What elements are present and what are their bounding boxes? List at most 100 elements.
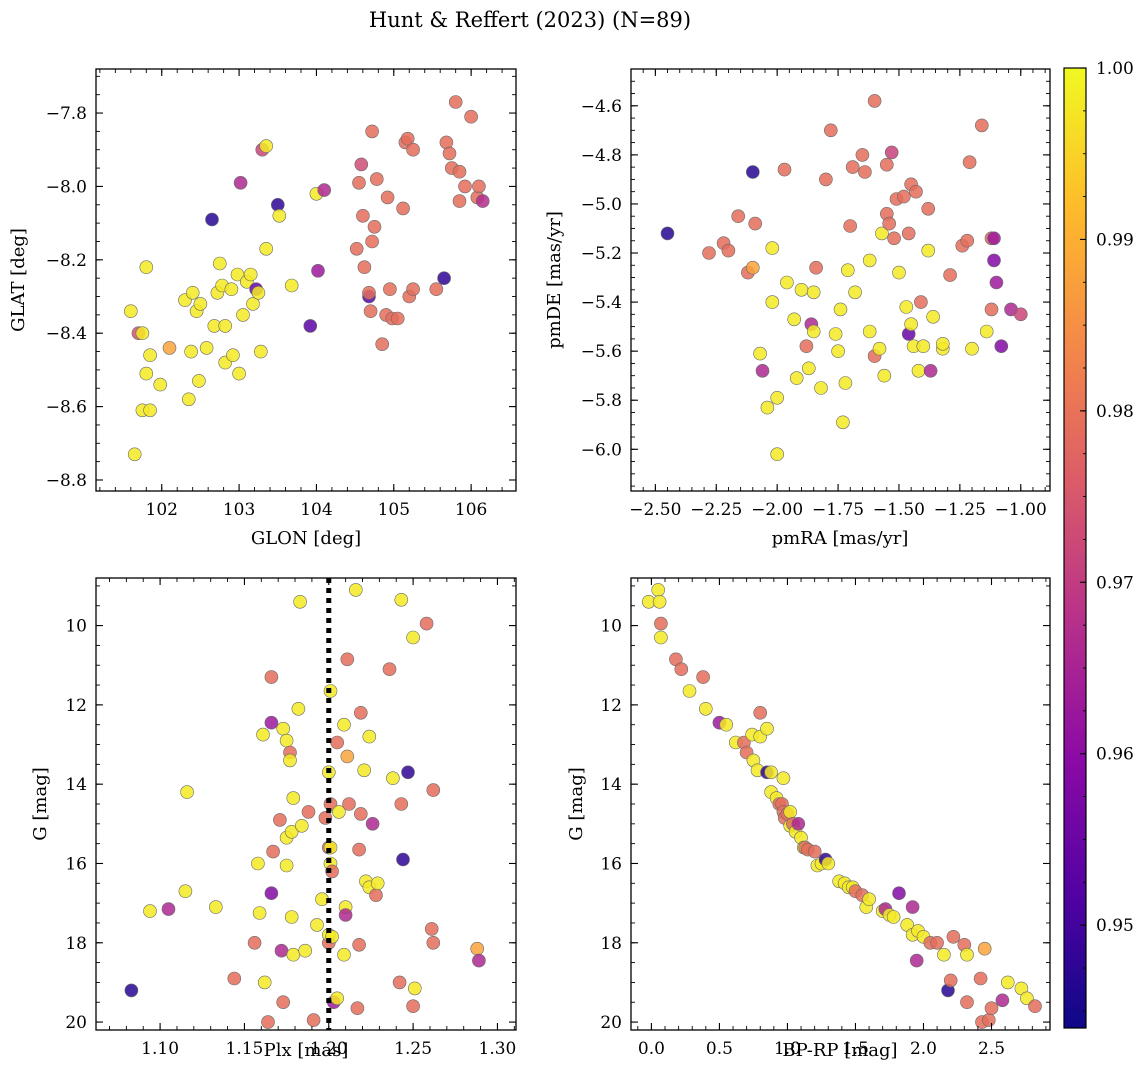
plx-g-point [273,813,287,827]
ytick-label-m4p6: −4.6 [581,97,622,117]
ytick-label-18: 18 [600,934,622,954]
bprp-g-frame [630,577,1051,1031]
glon-glat-point [437,271,451,286]
glon-glat-point [224,282,239,297]
glon-glat-point [383,282,397,297]
glon-glat-point [365,124,379,139]
plx-g-point [291,701,306,716]
bprp-g-point [892,886,906,901]
pmra-pmde-point [731,209,746,223]
ytick-label-m5p8: −5.8 [581,391,622,411]
glon-glat-point [367,220,382,234]
plx-g-point [256,727,270,742]
colorbar-tick-label-0p98: 0.98 [1096,402,1134,422]
glon-glat-point [390,311,405,326]
glon-glat-point [236,308,250,322]
pmra-pmde-point [862,324,877,339]
bprp-g-point [1028,999,1042,1014]
plx-g-point [294,818,309,833]
bprp-g-point [1000,975,1015,990]
plx-g-point [470,941,485,956]
pmra-pmde-point [806,324,821,339]
glon-glat-point [429,282,444,297]
glon-glat-point [362,285,376,300]
plx-g-point [264,715,279,730]
plx-g-point [394,797,409,811]
glon-glat-point [143,403,157,418]
xtick-label-1p1: 1.10 [141,1039,179,1059]
pmra-pmde-point [921,243,936,258]
plx-g-point [407,981,422,996]
ytick-label-20: 20 [600,1013,622,1033]
bprp-g-point [943,973,958,988]
bprp-g-point [984,1001,999,1016]
xtick-label-103: 103 [223,500,255,520]
glon-glat-point [135,326,150,341]
pmra-pmde-point [875,226,889,241]
plx-g-xlabel: Plx [mas] [264,1040,349,1061]
pmra-pmde-point [965,341,979,356]
glon-glat-point [317,183,332,197]
plx-g-point [472,953,486,968]
plx-g-point [279,733,294,748]
pmra-pmde-point [984,302,999,317]
xtick-label-m1: −1.00 [995,500,1047,520]
ytick-label-m7p8: −7.8 [46,104,87,124]
xtick-label-2p5: 2.5 [978,1039,1005,1059]
xtick-label-0: 0.0 [638,1039,665,1059]
xtick-label-1: 1.0 [774,1039,801,1059]
xtick-label-102: 102 [146,500,178,520]
pmra-pmde-point [877,368,892,383]
pmra-pmde-point [899,300,914,314]
glon-glat-point [375,337,390,352]
bprp-g-point [937,947,951,962]
bprp-g-point [652,594,667,609]
colorbar-ticks: 0.95 0.96 0.97 0.98 0.99 1.00 [1080,59,1134,1012]
bprp-g-points [641,583,1042,1029]
pmra-pmde-point [989,275,1004,290]
plx-g-points [124,583,486,1029]
pmra-pmde-point [660,226,675,241]
xtick-label-m2p25: −2.25 [690,500,742,520]
xtick-label-105: 105 [378,500,410,520]
pmra-pmde-point [789,371,804,385]
plx-g-point [264,670,279,684]
pmra-pmde-point [814,381,828,395]
pmra-pmde-point [892,265,906,280]
xtick-label-m1p25: −1.25 [934,500,986,520]
plx-g-point [338,908,353,922]
pmra-pmde-point [896,189,911,204]
glon-glat-point [352,176,366,190]
pmra-pmde-point [884,145,899,160]
ytick-label-16: 16 [65,854,87,874]
ytick-label-14: 14 [65,775,87,795]
bprp-g-point [995,993,1010,1008]
xtick-label-106: 106 [455,500,487,520]
ytick-label-10: 10 [600,617,622,637]
plx-g-point [310,918,324,932]
glon-glat-point [162,341,177,355]
plx-g-point [419,616,434,631]
xtick-label-2: 2.0 [910,1039,937,1059]
pmra-pmde-ylabel: pmDE [mas/yr] [544,211,565,349]
plx-g-point [124,983,139,998]
ytick-label-14: 14 [600,775,622,795]
pmra-pmde-point [831,344,845,359]
ytick-label-m8p2: −8.2 [46,251,87,271]
pmra-pmde-point [962,155,977,169]
plx-g-point [143,904,157,918]
plx-g-point [286,947,301,962]
ytick-label-m8p6: −8.6 [46,398,87,418]
plx-g-point [332,805,346,819]
colorbar-tick-label-0p95: 0.95 [1096,916,1134,936]
colorbar-tick-label-0p96: 0.96 [1096,745,1134,765]
glon-glat-point [406,142,420,157]
plx-g-point [247,935,262,950]
bprp-g-point [696,670,710,684]
pmra-pmde-point [840,263,855,278]
bprp-g-point [973,971,988,986]
glon-glat-point [139,366,154,381]
pmra-pmde-point [858,165,872,179]
pmra-pmde-point [745,260,760,275]
